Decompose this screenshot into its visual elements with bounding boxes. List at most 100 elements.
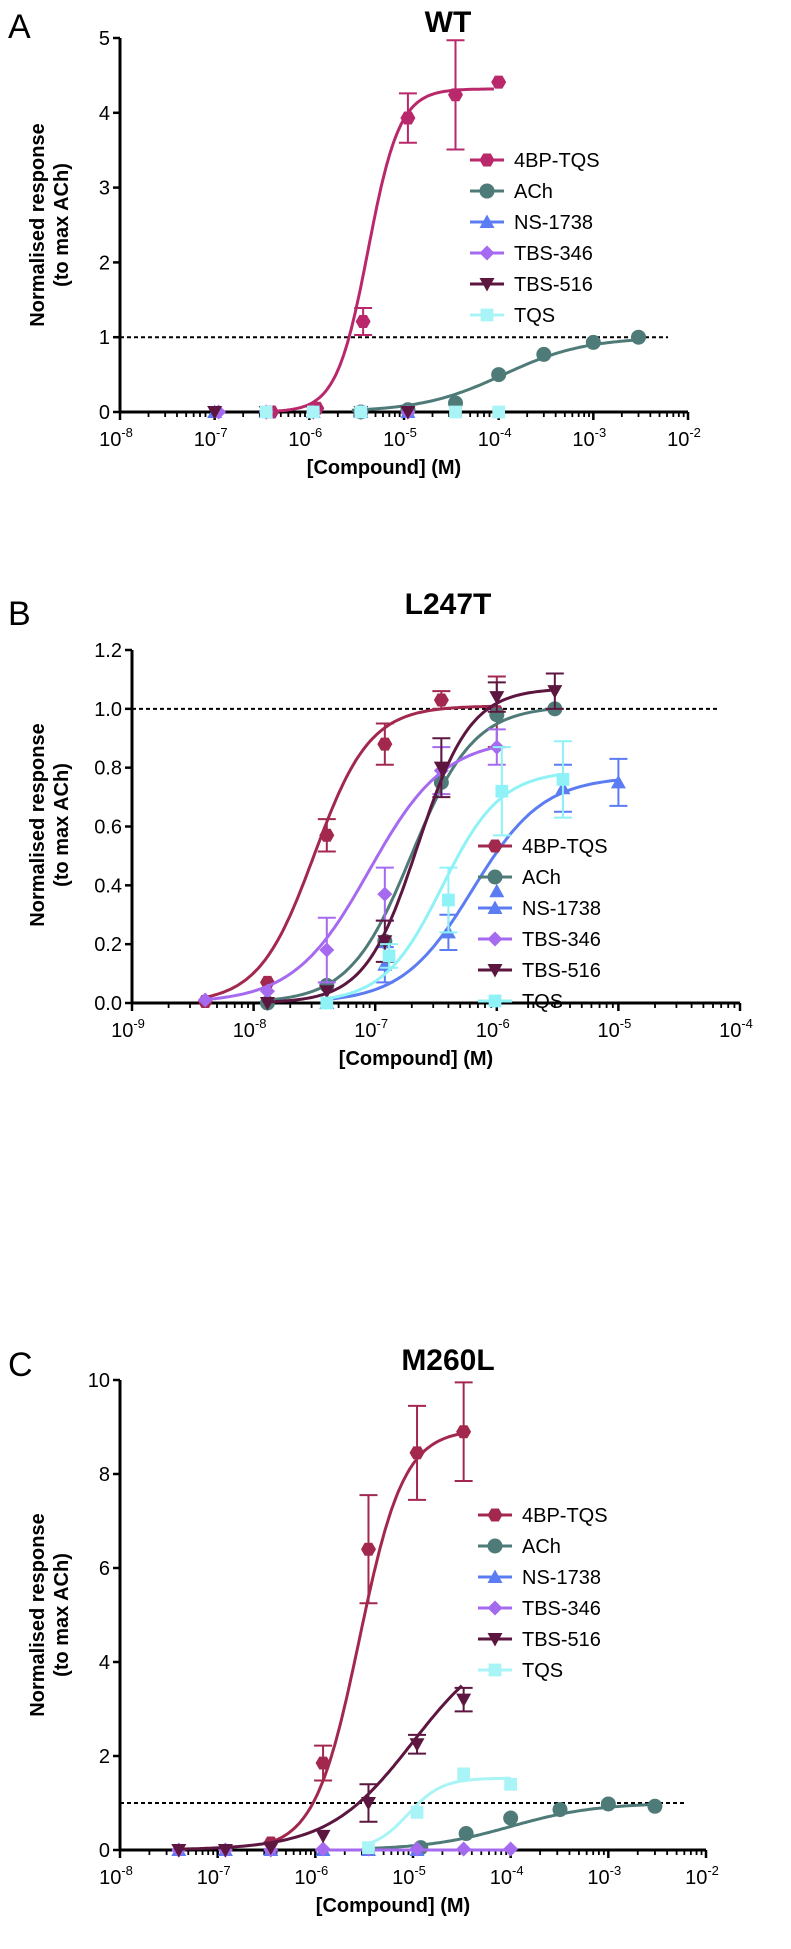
x-tick-label: 10-7	[354, 1016, 388, 1042]
legend-item: 4BP-TQS	[478, 1505, 608, 1527]
legend-marker	[487, 964, 503, 978]
x-tick-label: 10-7	[197, 1863, 231, 1889]
legend-item: TBS-346	[478, 1598, 601, 1620]
data-point	[456, 1693, 472, 1708]
panel-title: WT	[425, 6, 472, 39]
legend-marker	[487, 1569, 503, 1583]
legend-marker	[479, 183, 495, 199]
data-point	[362, 1841, 375, 1855]
legend-marker	[487, 1508, 503, 1522]
x-tick-label: 10-6	[294, 1863, 328, 1889]
legend-label: TBS-346	[514, 243, 593, 265]
data-point	[457, 1767, 471, 1781]
panel-title: M260L	[401, 1344, 494, 1377]
data-point	[458, 1826, 474, 1842]
data-point	[217, 1844, 233, 1858]
y-tick-label: 1	[99, 327, 110, 349]
panel-wt: A WT 0 1 2 3 4 5 10-8 10-7 10-6 10-5 10-4 10-3 10-2 [Co…	[8, 6, 701, 479]
y-axis-label: Normalised response (to max ACh)	[27, 123, 73, 326]
legend-item: ACh	[478, 1536, 561, 1558]
y-tick-label: 10	[88, 1370, 110, 1392]
panel-title: L247T	[405, 588, 492, 621]
y-tick-label: 3	[99, 178, 110, 200]
x-tick-label: 10-2	[685, 1863, 719, 1889]
data-point	[259, 983, 275, 999]
x-tick-label: 10-8	[99, 425, 133, 451]
legend-item: TQS	[470, 305, 555, 327]
data-point	[556, 773, 570, 786]
data-point	[536, 346, 552, 362]
data-point	[448, 88, 463, 102]
x-tick-label: 10-2	[667, 425, 701, 451]
data-point	[442, 893, 455, 907]
legend-marker	[487, 1633, 503, 1647]
legend-marker	[479, 278, 495, 292]
x-tick-label: 10-3	[572, 425, 606, 451]
data-point	[489, 883, 505, 898]
data-point	[382, 949, 396, 963]
y-tick-label: 0.0	[94, 993, 122, 1015]
legend-label: NS-1738	[522, 898, 601, 920]
data-point	[259, 405, 273, 419]
x-axis: 10-8 10-7 10-6 10-5 10-4 10-3 10-2	[99, 1848, 719, 1889]
x-tick-label: 10-8	[233, 1016, 267, 1042]
data-point	[319, 985, 335, 999]
data-point	[456, 1841, 472, 1857]
data-point	[409, 1446, 425, 1460]
data-point	[355, 315, 371, 328]
legend-label: TBS-516	[522, 960, 601, 982]
series-4bp-tqs	[264, 39, 507, 419]
legend-label: TQS	[522, 1660, 563, 1682]
data-point	[171, 1844, 187, 1858]
fit-curve	[266, 1432, 463, 1845]
data-point	[410, 1806, 424, 1819]
y-tick-label: 0.6	[94, 817, 122, 839]
legend-item: TBS-516	[478, 960, 601, 982]
legend-label: 4BP-TQS	[522, 836, 608, 858]
y-tick-label: 8	[99, 1464, 110, 1486]
y-tick-label: 0	[99, 1840, 110, 1862]
legend-label: NS-1738	[522, 1567, 601, 1589]
y-tick-label: 2	[99, 252, 110, 274]
y-axis: 0 1 2 3 4 5	[99, 28, 122, 424]
data-point	[547, 685, 563, 699]
data-point	[433, 761, 449, 776]
x-tick-label: 10-4	[478, 425, 512, 451]
x-tick-label: 10-9	[111, 1016, 145, 1042]
x-axis: 10-8 10-7 10-6 10-5 10-4 10-3 10-2	[99, 410, 701, 451]
data-point	[409, 1738, 425, 1752]
data-point	[433, 693, 449, 707]
fit-curve	[204, 704, 497, 999]
x-tick-label: 10-6	[476, 1016, 510, 1042]
x-tick-label: 10-8	[99, 1863, 133, 1889]
series-4bp-tqs	[197, 675, 506, 1008]
x-tick-label: 10-6	[288, 425, 322, 451]
fit-curve	[265, 707, 558, 1002]
data-point	[361, 1542, 376, 1556]
x-tick-label: 10-5	[392, 1863, 426, 1889]
series-tqs	[362, 1767, 518, 1855]
data-point	[259, 997, 275, 1011]
data-point	[631, 329, 647, 345]
legend-item: NS-1738	[478, 1567, 601, 1589]
legend-item: 4BP-TQS	[470, 150, 600, 172]
panel-letter: A	[8, 8, 31, 46]
x-axis-label: [Compound] (M)	[316, 1895, 470, 1917]
legend-label: ACh	[522, 867, 561, 889]
legend-item: NS-1738	[478, 898, 601, 920]
fit-curve	[265, 688, 558, 1004]
y-axis: 0 2 4 6 8 10	[88, 1370, 122, 1862]
legend-marker	[479, 153, 495, 167]
data-point	[647, 1798, 663, 1814]
data-point	[207, 406, 223, 420]
legend-label: 4BP-TQS	[522, 1505, 608, 1527]
data-point	[491, 75, 507, 89]
legend-marker	[487, 869, 503, 885]
y-tick-label: 6	[99, 1558, 110, 1580]
data-point	[319, 942, 335, 958]
legend-item: TBS-346	[478, 929, 601, 951]
series-tbs-516	[259, 672, 564, 1011]
